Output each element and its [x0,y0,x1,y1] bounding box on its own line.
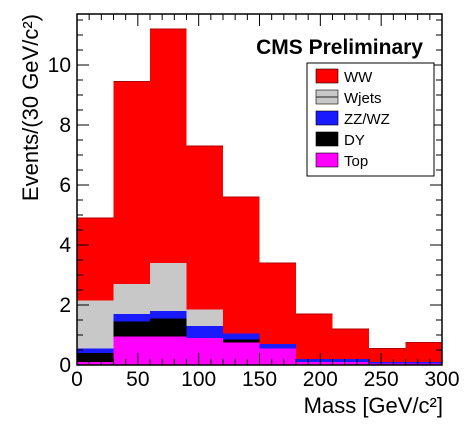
bar-wjets-bin-0 [77,300,114,349]
bar-top-bin-7 [332,362,369,365]
legend: WW Wjets ZZ/WZ DY Top [306,62,435,177]
x-tick-label: 0 [71,368,83,391]
bar-ww-bin-7 [332,329,369,359]
legend-swatch-dy [315,131,339,147]
axis-tick-labels: 0 50 100 150 200 250 300 0 2 4 6 8 10 [48,54,460,391]
bar-top-bin-5 [259,348,296,365]
legend-swatch-top [315,152,339,168]
bar-ww-bin-4 [223,197,260,334]
chart-annotation: CMS Preliminary [256,36,423,59]
legend-label-top: Top [344,153,368,170]
x-tick-label: 300 [424,368,459,391]
legend-label-ww: WW [344,69,373,86]
y-tick-label: 10 [48,54,71,77]
histogram-bars [77,28,442,365]
y-tick-label: 8 [59,114,71,137]
bar-wjets-bin-2 [150,263,187,311]
bar-ww-bin-9 [405,342,442,362]
bar-ww-bin-1 [113,81,150,284]
y-tick-label: 2 [59,294,71,317]
legend-swatch-zz-wz [315,110,339,126]
legend-swatch-ww [315,68,339,84]
bar-ww-bin-3 [186,146,223,310]
y-tick-label: 6 [59,174,71,197]
bar-dy-bin-0 [77,353,114,362]
bar-top-bin-3 [186,338,223,365]
bar-top-bin-2 [150,336,187,365]
bar-ww-bin-2 [150,29,187,263]
bar-wjets-bin-3 [186,309,223,326]
bar-zz-wz-bin-9 [405,362,442,364]
legend-label-wjets: Wjets [344,90,382,107]
bar-zz-wz-bin-5 [259,344,296,349]
bar-ww-bin-5 [259,263,296,344]
bar-zz-wz-bin-1 [113,314,150,322]
bar-ww-bin-6 [296,314,333,359]
x-tick-label: 150 [242,368,277,391]
legend-label-zz-wz: ZZ/WZ [344,111,390,128]
bar-dy-bin-4 [223,339,260,343]
bar-zz-wz-bin-7 [332,359,369,362]
x-tick-label: 250 [364,368,399,391]
bar-dy-bin-1 [113,321,150,337]
bar-top-bin-4 [223,342,260,365]
x-tick-label: 100 [181,368,216,391]
axis-ticks [76,14,443,366]
bar-zz-wz-bin-8 [369,362,406,364]
y-tick-label: 0 [59,354,71,377]
bar-top-bin-0 [77,362,114,365]
bar-dy-bin-2 [150,318,187,337]
x-axis-title: Mass [GeV/c²] [304,393,443,418]
y-tick-label: 4 [59,234,71,257]
bar-ww-bin-0 [77,218,114,301]
bar-top-bin-1 [113,336,150,365]
bar-zz-wz-bin-6 [296,359,333,362]
legend-label-dy: DY [344,132,365,149]
bar-zz-wz-bin-2 [150,311,187,319]
bar-zz-wz-bin-4 [223,333,260,340]
bar-ww-bin-8 [369,348,406,362]
y-axis-title: Events/(30 GeV/c²) [18,14,43,201]
bar-top-bin-6 [296,362,333,365]
bar-zz-wz-bin-0 [77,348,114,353]
bar-wjets-bin-1 [113,284,150,314]
bar-zz-wz-bin-3 [186,326,223,338]
x-tick-label: 200 [303,368,338,391]
x-tick-label: 50 [126,368,149,391]
